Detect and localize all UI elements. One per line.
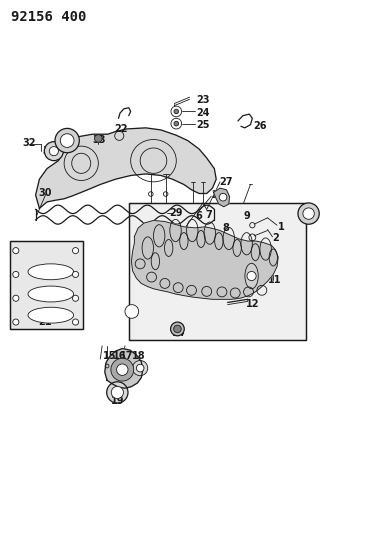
Circle shape — [171, 106, 182, 117]
Ellipse shape — [28, 264, 74, 280]
Text: 33: 33 — [93, 134, 106, 144]
Ellipse shape — [28, 307, 74, 323]
Text: 8: 8 — [222, 223, 229, 233]
Circle shape — [170, 322, 184, 336]
Text: 14: 14 — [172, 328, 185, 337]
Text: 6: 6 — [196, 211, 203, 221]
Text: 15: 15 — [103, 351, 116, 361]
Circle shape — [174, 122, 178, 126]
Text: 29: 29 — [170, 207, 183, 217]
Text: 12: 12 — [246, 298, 259, 309]
Text: 21: 21 — [38, 317, 52, 327]
Text: 2: 2 — [272, 233, 278, 244]
Circle shape — [13, 271, 19, 278]
Circle shape — [125, 305, 139, 318]
Circle shape — [13, 248, 19, 254]
Text: 26: 26 — [253, 122, 267, 131]
Bar — [129, 203, 306, 340]
Text: 4: 4 — [156, 227, 162, 237]
Text: 23: 23 — [196, 95, 210, 105]
Text: 9: 9 — [243, 211, 250, 221]
Text: 3: 3 — [148, 280, 155, 290]
Circle shape — [107, 382, 128, 403]
Text: 19: 19 — [111, 397, 124, 407]
Text: 22: 22 — [115, 124, 128, 134]
Text: 20: 20 — [303, 208, 316, 219]
Polygon shape — [105, 349, 143, 388]
Circle shape — [44, 142, 63, 160]
Text: 11: 11 — [268, 274, 282, 285]
Text: 5: 5 — [171, 227, 178, 237]
Text: 24: 24 — [196, 108, 210, 118]
Circle shape — [72, 248, 79, 254]
Text: 1: 1 — [277, 222, 284, 232]
Circle shape — [72, 295, 79, 301]
Circle shape — [111, 386, 123, 399]
Circle shape — [13, 295, 19, 301]
Polygon shape — [214, 188, 229, 207]
Ellipse shape — [28, 286, 74, 302]
Circle shape — [49, 147, 59, 156]
Circle shape — [13, 319, 19, 325]
Circle shape — [173, 325, 181, 333]
Circle shape — [219, 193, 227, 201]
Circle shape — [136, 364, 144, 372]
Text: 92156 400: 92156 400 — [11, 10, 87, 24]
Text: 27: 27 — [219, 177, 232, 187]
Circle shape — [95, 135, 102, 142]
Circle shape — [55, 128, 79, 153]
Text: 7: 7 — [205, 210, 212, 220]
Circle shape — [116, 364, 128, 375]
Circle shape — [72, 319, 79, 325]
Circle shape — [247, 271, 256, 280]
Circle shape — [72, 271, 79, 278]
Text: 30: 30 — [38, 189, 52, 198]
Text: 17: 17 — [120, 351, 134, 361]
Circle shape — [111, 358, 134, 381]
Circle shape — [174, 109, 178, 114]
Text: 16: 16 — [113, 351, 126, 361]
Circle shape — [298, 203, 319, 224]
Polygon shape — [131, 221, 278, 300]
Ellipse shape — [245, 263, 258, 289]
Text: 13: 13 — [126, 308, 139, 318]
Circle shape — [133, 360, 148, 376]
Circle shape — [171, 118, 182, 129]
Text: 31: 31 — [42, 146, 56, 156]
Bar — [129, 203, 306, 340]
Circle shape — [303, 208, 314, 219]
Bar — [10, 241, 83, 329]
Polygon shape — [36, 128, 216, 208]
Text: 25: 25 — [196, 120, 210, 130]
Text: 10: 10 — [249, 270, 263, 279]
Circle shape — [61, 134, 74, 148]
Bar — [10, 241, 83, 329]
Text: 28: 28 — [211, 190, 225, 200]
Text: 18: 18 — [131, 351, 145, 361]
Text: 32: 32 — [22, 138, 36, 148]
